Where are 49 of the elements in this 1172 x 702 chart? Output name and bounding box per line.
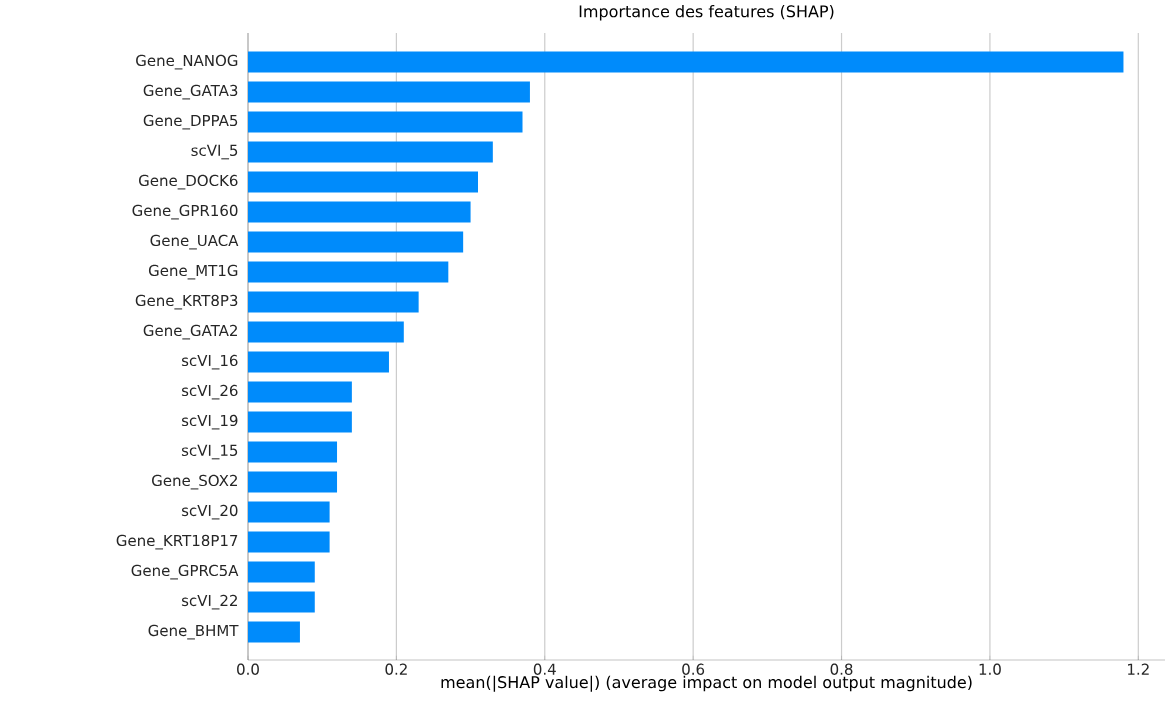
bar <box>248 261 449 283</box>
bar <box>248 381 352 403</box>
x-tick-label: 0.6 <box>682 663 705 675</box>
x-tick-label: 1.0 <box>979 663 1001 675</box>
y-tick-label: scVI_16 <box>181 354 238 370</box>
y-tick-label: scVI_5 <box>191 144 238 160</box>
bar <box>248 171 478 193</box>
y-tick-label: Gene_GATA2 <box>143 324 237 340</box>
y-tick-label: scVI_15 <box>181 444 238 460</box>
bar <box>248 51 1124 73</box>
y-tick-label: scVI_22 <box>181 594 237 610</box>
y-tick-label: Gene_GPR160 <box>132 204 238 220</box>
bar <box>248 201 471 223</box>
bar <box>248 291 419 313</box>
y-tick-label: Gene_NANOG <box>136 54 238 70</box>
bar <box>248 501 330 523</box>
x-tick-label: 0.4 <box>533 663 556 675</box>
y-tick-label: scVI_26 <box>181 384 238 400</box>
bar <box>248 111 523 133</box>
y-tick-label: Gene_MT1G <box>148 264 238 280</box>
bar <box>248 531 330 553</box>
y-tick-label: Gene_DOCK6 <box>139 174 238 190</box>
bar <box>248 411 352 433</box>
bar <box>248 81 530 103</box>
bar <box>248 591 315 613</box>
bar <box>248 351 389 373</box>
bar <box>248 621 300 643</box>
y-tick-label: Gene_DPPA5 <box>143 114 238 130</box>
bar <box>248 561 315 583</box>
y-tick-label: Gene_UACA <box>150 234 239 250</box>
y-tick-label: Gene_BHMT <box>148 624 239 640</box>
x-axis-title: mean(|SHAP value|) (average impact on model output magnitude) <box>441 675 972 692</box>
x-tick-label: 0.8 <box>830 663 853 675</box>
y-tick-label: Gene_SOX2 <box>152 474 237 490</box>
y-tick-label: Gene_GATA3 <box>143 84 238 100</box>
x-tick-label: 1.2 <box>1128 663 1149 675</box>
y-tick-label: Gene_GPRC5A <box>131 564 239 580</box>
y-tick-label: scVI_20 <box>181 504 238 520</box>
x-tick-label: 0.2 <box>385 663 407 675</box>
y-tick-label: Gene_KRT18P17 <box>116 534 238 550</box>
bar <box>248 231 464 253</box>
y-tick-label: scVI_19 <box>181 414 238 430</box>
y-tick-label: Gene_KRT8P3 <box>135 294 238 310</box>
bar <box>248 321 404 343</box>
bar <box>248 141 493 163</box>
chart-title: Importance des features (SHAP) <box>579 4 834 21</box>
x-tick-label: 0.0 <box>237 663 259 675</box>
bar <box>248 471 338 493</box>
bar <box>248 441 338 463</box>
